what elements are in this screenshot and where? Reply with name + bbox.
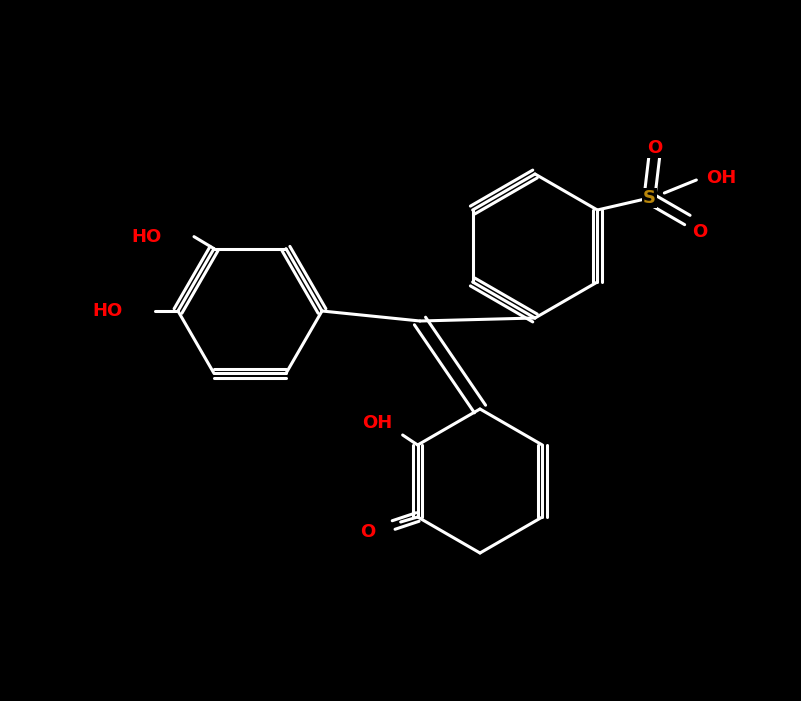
Text: O: O xyxy=(692,223,707,241)
Text: OH: OH xyxy=(706,169,736,187)
Text: O: O xyxy=(646,139,662,157)
Text: S: S xyxy=(643,189,656,207)
Text: HO: HO xyxy=(93,302,123,320)
Text: HO: HO xyxy=(131,228,162,245)
Text: OH: OH xyxy=(363,414,392,432)
Text: O: O xyxy=(360,523,376,541)
